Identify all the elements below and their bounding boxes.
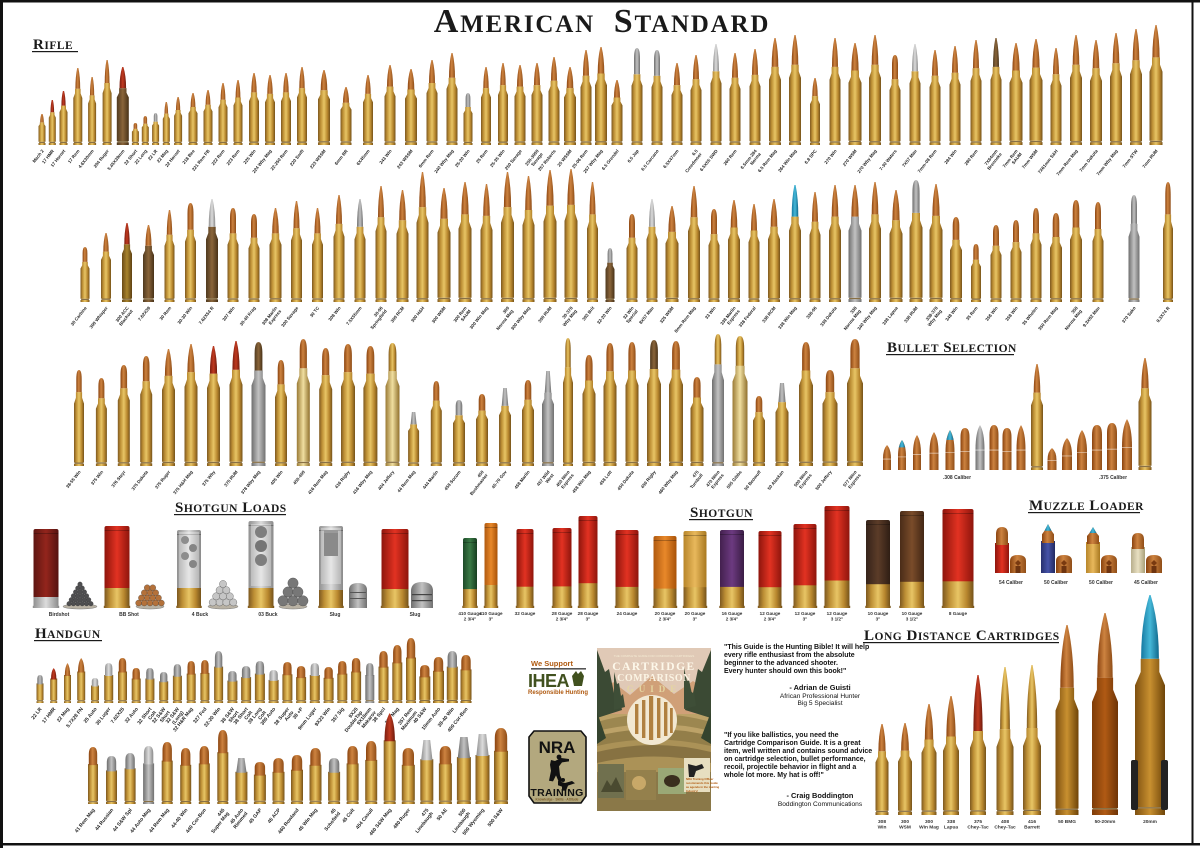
svg-text:item, well written and contain: item, well written and contains sound ad… [724,748,872,755]
svg-text:3": 3" [586,616,591,621]
svg-text:AMERICAN STANDARD: AMERICAN STANDARD [434,3,770,40]
svg-text:Knowledge · Skills · Attitude: Knowledge · Skills · Attitude [536,798,579,802]
svg-text:3": 3" [876,616,881,621]
svg-text:beginner to the advanced shoot: beginner to the advanced shooter. [724,660,838,667]
svg-text:BB Shot: BB Shot [119,612,139,618]
svg-text:recommends this Guide: recommends this Guide [686,781,718,785]
svg-text:We Support: We Support [531,659,573,668]
svg-text:COMPARISON: COMPARISON [617,673,691,684]
svg-text:Barrett: Barrett [1024,825,1040,831]
svg-text:"If you like ballistics, you n: "If you like ballistics, you need the [724,732,839,739]
svg-text:Lapua: Lapua [944,825,958,831]
svg-text:Win: Win [878,825,887,831]
svg-text:308: 308 [878,819,886,825]
svg-text:RIFLE: RIFLE [33,37,73,53]
svg-text:10 Gauge: 10 Gauge [868,611,889,616]
svg-text:10 Gauge: 10 Gauge [902,611,923,616]
svg-text:300: 300 [901,819,909,825]
svg-text:3 1/2": 3 1/2" [831,616,843,621]
svg-text:BULLET SELECTION: BULLET SELECTION [887,340,1017,356]
svg-text:410 Gauge: 410 Gauge [458,611,482,616]
svg-text:GUIDE: GUIDE [627,684,682,694]
svg-text:Chey-Tac: Chey-Tac [994,825,1016,831]
svg-text:Slug: Slug [410,612,421,618]
svg-text:54 Caliber: 54 Caliber [999,580,1023,586]
svg-text:WSM: WSM [899,825,911,831]
svg-text:recoil, projectile behavior in: recoil, projectile behavior in flight an… [724,764,856,771]
svg-text:on cartridge selection, bullet: on cartridge selection, bullet performan… [724,756,866,763]
svg-text:CARTRIDGE: CARTRIDGE [612,661,695,673]
svg-text:"This Guide is the Hunting Bib: "This Guide is the Hunting Bible! It wil… [724,644,869,651]
svg-text:28 Gauge: 28 Gauge [552,611,573,616]
svg-text:12 Gauge: 12 Gauge [760,611,781,616]
svg-text:50 Caliber: 50 Caliber [1089,580,1113,586]
svg-text:.375 Caliber: .375 Caliber [1099,475,1127,481]
svg-text:50-20mm: 50-20mm [1095,819,1116,825]
svg-text:HANDGUN: HANDGUN [35,626,101,642]
svg-text:300: 300 [925,819,933,825]
svg-text:2 3/4": 2 3/4" [764,616,776,621]
svg-text:20 Gauge: 20 Gauge [685,611,706,616]
svg-text:IHEA: IHEA [528,671,570,691]
svg-text:2 3/4": 2 3/4" [464,616,476,621]
svg-text:410 Gauge: 410 Gauge [479,611,503,616]
svg-text:Birdshot: Birdshot [49,612,70,618]
svg-text:SHOTGUN LOADS: SHOTGUN LOADS [175,500,287,516]
svg-text:2 3/4": 2 3/4" [726,616,738,621]
svg-text:Slug: Slug [330,612,341,618]
svg-text:24 Gauge: 24 Gauge [617,611,638,616]
svg-text:as agenda in the Hunting: as agenda in the Hunting [686,785,720,789]
svg-text:32 Gauge: 32 Gauge [515,611,536,616]
svg-text:NRA Training Officer: NRA Training Officer [686,777,714,781]
svg-text:45 Caliber: 45 Caliber [1134,580,1158,586]
svg-text:NRA: NRA [539,738,576,757]
svg-text:3": 3" [693,616,698,621]
svg-text:Win Mag: Win Mag [919,825,939,831]
svg-text:Boddington Communications: Boddington Communications [778,801,863,808]
svg-text:12 Gauge: 12 Gauge [827,611,848,616]
svg-text:TRAINING: TRAINING [530,787,583,799]
svg-text:Big 5 Specialist: Big 5 Specialist [797,700,842,707]
svg-text:2 3/4": 2 3/4" [659,616,671,621]
svg-text:3 1/2": 3 1/2" [906,616,918,621]
svg-text:Every hunter should own this b: Every hunter should own this book!" [724,668,846,675]
svg-text:MUZZLE LOADER: MUZZLE LOADER [1029,498,1144,514]
svg-text:Industry!: Industry! [686,789,698,793]
svg-text:3": 3" [489,616,494,621]
svg-text:16 Gauge: 16 Gauge [722,611,743,616]
svg-text:- Adrian de Guisti: - Adrian de Guisti [789,683,850,692]
svg-text:4 Buck: 4 Buck [192,612,209,618]
svg-text:416: 416 [1028,819,1036,825]
svg-text:Cartridge Comparison Guide. It: Cartridge Comparison Guide. It is a grea… [724,740,861,747]
svg-text:22 LR: 22 LR [147,148,159,161]
svg-text:12 Gauge: 12 Gauge [795,611,816,616]
svg-text:8 Gauge: 8 Gauge [949,611,968,616]
svg-text:THE COMPLETE GUIDE FOR COMPARI: THE COMPLETE GUIDE FOR COMPARING CARTRID… [614,654,694,658]
svg-text:3": 3" [803,616,808,621]
svg-text:375: 375 [974,819,982,825]
svg-text:whole lot more. My hat is off!: whole lot more. My hat is off!" [723,772,824,779]
svg-text:408: 408 [1001,819,1009,825]
svg-text:- Craig Boddington: - Craig Boddington [787,791,854,800]
svg-text:every rifle enthusiast from th: every rifle enthusiast from the absolute [724,652,855,659]
svg-text:2 3/4": 2 3/4" [556,616,568,621]
svg-text:LONG DISTANCE CARTRIDGES: LONG DISTANCE CARTRIDGES [864,628,1060,644]
svg-text:20mm: 20mm [1143,819,1157,825]
svg-text:20 Gauge: 20 Gauge [655,611,676,616]
svg-text:30 TC: 30 TC [309,305,321,318]
svg-text:SHOTGUN: SHOTGUN [690,505,753,521]
svg-text:.308 Caliber: .308 Caliber [943,475,971,481]
svg-text:28 Gauge: 28 Gauge [578,611,599,616]
svg-text:03 Buck: 03 Buck [258,612,277,618]
svg-text:50 BMG: 50 BMG [1058,819,1076,825]
svg-text:Responsible Hunting: Responsible Hunting [528,690,588,696]
svg-text:Chey-Tac: Chey-Tac [967,825,989,831]
svg-text:338: 338 [947,819,955,825]
svg-text:50 Caliber: 50 Caliber [1044,580,1068,586]
svg-text:African Professional Hunter: African Professional Hunter [780,693,861,700]
